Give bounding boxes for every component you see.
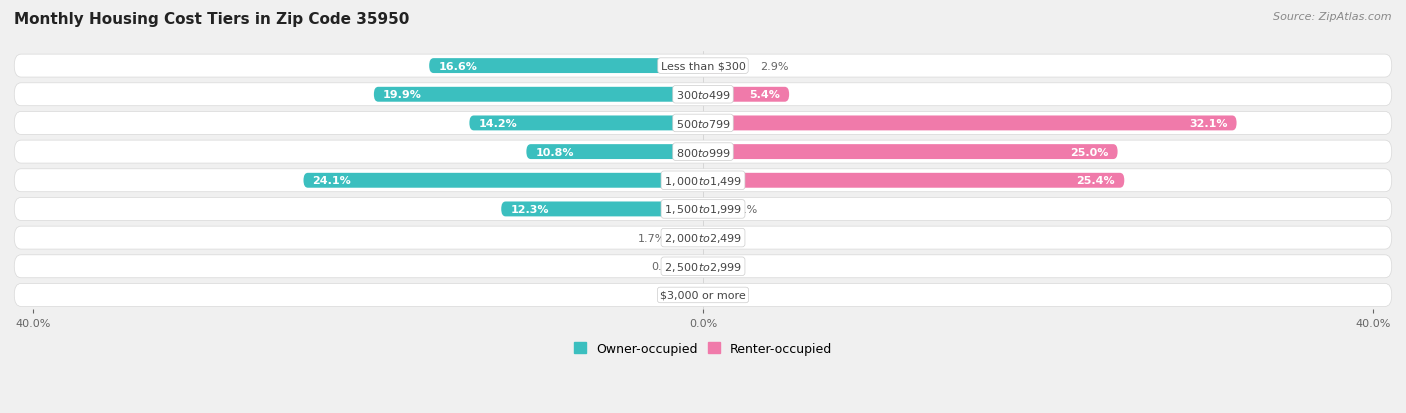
FancyBboxPatch shape: [14, 255, 1392, 278]
FancyBboxPatch shape: [14, 169, 1392, 192]
FancyBboxPatch shape: [14, 141, 1392, 164]
Text: 0.0%: 0.0%: [711, 290, 740, 300]
FancyBboxPatch shape: [703, 173, 1125, 188]
Text: $300 to $499: $300 to $499: [675, 89, 731, 101]
FancyBboxPatch shape: [470, 116, 703, 131]
FancyBboxPatch shape: [703, 145, 1118, 160]
Text: 32.1%: 32.1%: [1189, 119, 1227, 128]
Text: Less than $300: Less than $300: [661, 62, 745, 71]
Legend: Owner-occupied, Renter-occupied: Owner-occupied, Renter-occupied: [568, 337, 838, 360]
Text: $500 to $799: $500 to $799: [675, 118, 731, 130]
Text: 0.0%: 0.0%: [711, 233, 740, 243]
FancyBboxPatch shape: [429, 59, 703, 74]
Text: $3,000 or more: $3,000 or more: [661, 290, 745, 300]
Text: 16.6%: 16.6%: [439, 62, 477, 71]
FancyBboxPatch shape: [14, 284, 1392, 307]
Text: 10.8%: 10.8%: [536, 147, 574, 157]
FancyBboxPatch shape: [695, 259, 703, 274]
FancyBboxPatch shape: [679, 230, 703, 245]
FancyBboxPatch shape: [14, 227, 1392, 249]
Text: 1.7%: 1.7%: [638, 233, 666, 243]
FancyBboxPatch shape: [703, 202, 717, 217]
FancyBboxPatch shape: [374, 88, 703, 102]
Text: $1,000 to $1,499: $1,000 to $1,499: [664, 174, 742, 188]
Text: 19.9%: 19.9%: [382, 90, 422, 100]
FancyBboxPatch shape: [14, 55, 1392, 78]
FancyBboxPatch shape: [703, 59, 747, 74]
Text: Source: ZipAtlas.com: Source: ZipAtlas.com: [1274, 12, 1392, 22]
Text: 2.9%: 2.9%: [761, 62, 789, 71]
Text: 0.0%: 0.0%: [711, 262, 740, 272]
FancyBboxPatch shape: [14, 83, 1392, 107]
Text: $2,500 to $2,999: $2,500 to $2,999: [664, 260, 742, 273]
FancyBboxPatch shape: [14, 112, 1392, 135]
FancyBboxPatch shape: [304, 173, 703, 188]
Text: 0.51%: 0.51%: [651, 262, 686, 272]
Text: 1.1%: 1.1%: [730, 204, 758, 214]
Text: 25.0%: 25.0%: [1070, 147, 1108, 157]
Text: $2,000 to $2,499: $2,000 to $2,499: [664, 232, 742, 244]
FancyBboxPatch shape: [703, 88, 789, 102]
Text: 14.2%: 14.2%: [478, 119, 517, 128]
FancyBboxPatch shape: [14, 198, 1392, 221]
Text: 12.3%: 12.3%: [510, 204, 548, 214]
Text: 24.1%: 24.1%: [312, 176, 352, 186]
Text: 25.4%: 25.4%: [1077, 176, 1115, 186]
FancyBboxPatch shape: [703, 116, 1236, 131]
FancyBboxPatch shape: [526, 145, 703, 160]
Text: 5.4%: 5.4%: [749, 90, 780, 100]
Text: $1,500 to $1,999: $1,500 to $1,999: [664, 203, 742, 216]
Text: 0.04%: 0.04%: [658, 290, 695, 300]
FancyBboxPatch shape: [501, 202, 703, 217]
Text: Monthly Housing Cost Tiers in Zip Code 35950: Monthly Housing Cost Tiers in Zip Code 3…: [14, 12, 409, 27]
Text: $800 to $999: $800 to $999: [675, 146, 731, 158]
